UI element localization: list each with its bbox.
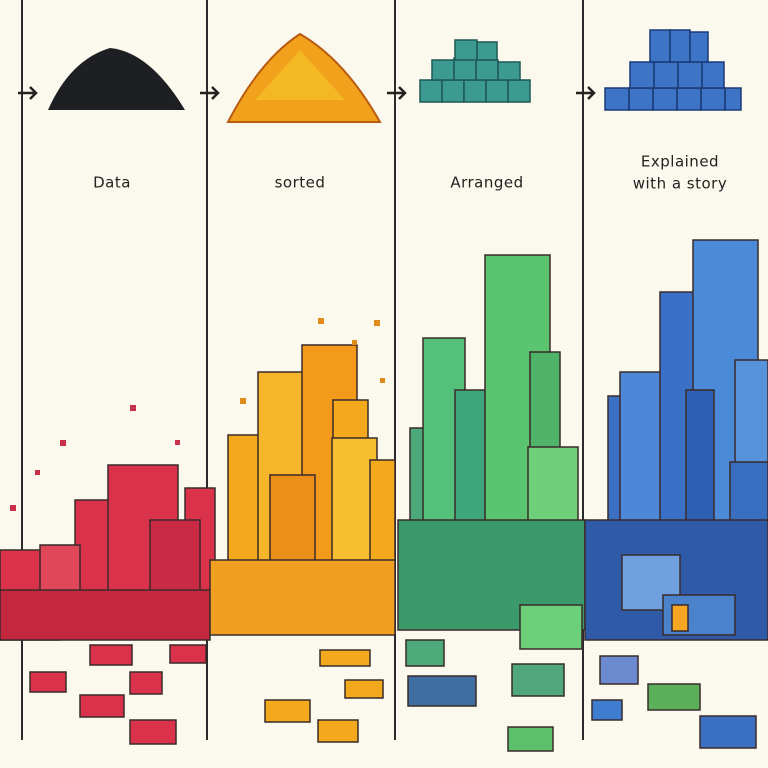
orange-particles	[240, 318, 385, 404]
data-pile	[48, 48, 185, 110]
piles	[48, 29, 742, 123]
orange-city	[209, 344, 396, 743]
red-particles	[10, 405, 180, 511]
sorted-pile-highlight	[255, 50, 345, 100]
panel-label: Arranged	[450, 174, 523, 192]
arrows	[18, 86, 596, 100]
panel-label: with a story	[633, 175, 727, 193]
panel-label: Data	[93, 174, 131, 192]
blue-city	[584, 239, 768, 749]
panel-label: Explained	[641, 153, 719, 171]
explained-pile	[604, 29, 742, 111]
panel-label: sorted	[275, 174, 326, 192]
arranged-pile	[419, 39, 531, 103]
green-city	[397, 254, 586, 752]
red-city	[0, 464, 216, 745]
